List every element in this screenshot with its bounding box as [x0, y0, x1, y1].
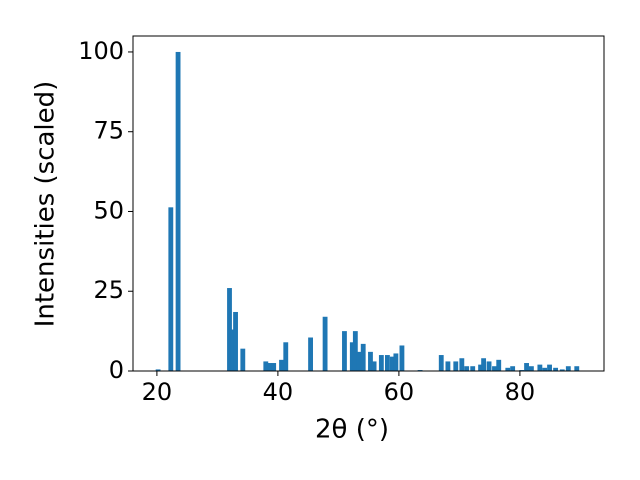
bar: [356, 351, 362, 371]
bar: [308, 337, 313, 371]
bar: [283, 342, 289, 371]
bar: [505, 367, 511, 371]
bar: [233, 311, 238, 371]
bar: [227, 288, 232, 371]
bar: [378, 355, 384, 371]
bar: [574, 366, 580, 371]
bar: [175, 51, 181, 371]
plot-frame: [132, 35, 605, 372]
bar: [267, 363, 272, 371]
bar: [368, 351, 373, 371]
x-tick-label: 20: [142, 378, 173, 406]
y-tick-label: 0: [109, 356, 124, 384]
bar: [393, 353, 399, 371]
bar: [240, 348, 246, 371]
bar: [453, 361, 459, 371]
bar: [389, 356, 395, 371]
bar: [481, 358, 487, 371]
bar: [371, 361, 377, 371]
bar: [565, 366, 571, 371]
bar: [349, 342, 355, 371]
bar: [464, 366, 470, 371]
y-axis-label: Intensities (scaled): [31, 81, 61, 328]
bar: [537, 364, 543, 371]
bar: [271, 363, 277, 371]
x-tick-label: 40: [263, 378, 294, 406]
bar: [322, 316, 328, 371]
bar: [342, 331, 347, 371]
bar: [496, 359, 502, 371]
y-tick-label: 50: [93, 196, 124, 224]
bar: [263, 361, 269, 371]
bar: [352, 331, 358, 371]
bar: [155, 369, 161, 371]
bar: [547, 364, 552, 371]
bar: [399, 345, 405, 371]
bar: [559, 369, 565, 371]
y-tick-label: 75: [93, 117, 124, 145]
bar: [510, 366, 516, 371]
bar: [230, 329, 235, 371]
bar: [360, 343, 366, 371]
bar: [279, 359, 284, 371]
x-axis-label: 2θ (°): [315, 415, 389, 445]
bar: [459, 358, 465, 371]
bar: [553, 367, 559, 371]
bar: [438, 355, 444, 371]
bar: [478, 364, 483, 371]
y-tick-label: 100: [78, 37, 124, 65]
bar: [470, 366, 476, 371]
bar: [384, 355, 390, 371]
bar: [524, 363, 529, 371]
bar: [492, 366, 497, 371]
bar: [486, 361, 492, 371]
bar: [445, 361, 451, 371]
bar: [528, 366, 534, 371]
bar: [168, 207, 174, 371]
x-tick-label: 60: [384, 378, 415, 406]
x-tick-label: 80: [505, 378, 536, 406]
y-tick-label: 25: [93, 276, 124, 304]
bar: [542, 367, 548, 371]
